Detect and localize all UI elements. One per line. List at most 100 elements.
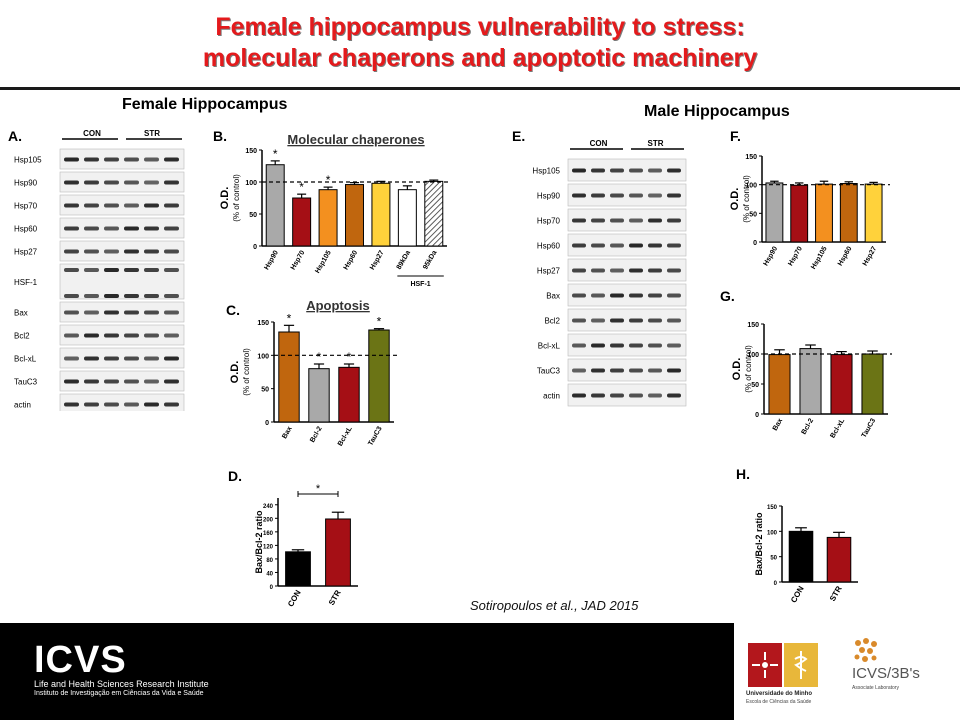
band-label-hsp105: Hsp105 [532, 167, 560, 176]
band [104, 356, 119, 361]
hsf1-group-label: HSF-1 [410, 281, 430, 288]
band [629, 218, 643, 223]
bar-tauc3 [861, 353, 884, 415]
band [84, 226, 99, 231]
band [124, 310, 139, 315]
bar-hsp27 [864, 183, 883, 243]
y-tick-label: 0 [253, 244, 257, 251]
band [667, 293, 681, 298]
y-tick-label: 40 [266, 571, 273, 577]
band-label-hsp105: Hsp105 [14, 156, 42, 165]
band [629, 243, 643, 248]
y-tick-label: 80 [266, 558, 273, 564]
band [610, 318, 624, 323]
bar-str [325, 518, 351, 587]
band [64, 402, 79, 407]
band [104, 268, 119, 272]
band [610, 193, 624, 198]
band [144, 379, 159, 384]
band-strip-bcl-xl [567, 333, 687, 357]
band [591, 393, 605, 398]
icvs-3bs-icon [854, 638, 877, 662]
band [84, 402, 99, 407]
band [591, 168, 605, 173]
band [629, 293, 643, 298]
band-strip-hsp70 [59, 194, 185, 216]
band-strip-hsp60 [59, 217, 185, 239]
y-tick-label: 150 [257, 320, 269, 327]
x-tick-label-hsp105: Hsp105 [810, 245, 829, 270]
bar-hsp70 [292, 197, 312, 247]
band-label-actin: actin [543, 392, 560, 401]
bar-hsp90 [265, 164, 285, 247]
x-tick-label-89kda: 89kDa [396, 249, 412, 270]
band [124, 294, 139, 298]
band [164, 180, 179, 185]
y-tick-label: 240 [263, 504, 274, 510]
bar-con [285, 551, 311, 587]
band [610, 168, 624, 173]
panel-label-c: C. [226, 302, 240, 318]
band [648, 393, 662, 398]
x-tick-label-tauc3: TauC3 [861, 417, 878, 439]
y-axis-label: O.D. [219, 187, 231, 210]
icvs-tagline: Life and Health Sciences Research Instit… [34, 679, 209, 689]
band-label-hsp27: Hsp27 [537, 267, 561, 276]
slide-title: Female hippocampus vulnerability to stre… [0, 12, 960, 74]
band [84, 249, 99, 254]
band [667, 268, 681, 273]
x-tick-label-bcl-2: Bcl-2 [309, 425, 324, 443]
y-axis-label: O.D. [229, 361, 241, 384]
band [629, 318, 643, 323]
band [64, 249, 79, 254]
band [667, 318, 681, 323]
significance-marker: * [326, 173, 331, 187]
band [144, 180, 159, 185]
band [164, 333, 179, 338]
band-label-hsp60: Hsp60 [14, 225, 38, 234]
band [648, 318, 662, 323]
bar-bax [768, 354, 791, 415]
band [84, 294, 99, 298]
band [667, 368, 681, 373]
x-tick-label-95kda: 95kDa [422, 249, 438, 270]
band [667, 343, 681, 348]
y-tick-label: 50 [261, 387, 269, 394]
band [64, 157, 79, 162]
band-strip-bcl-xl [59, 347, 185, 369]
band-label-bcl2: Bcl2 [14, 332, 30, 341]
footer-bar: ICVS Life and Health Sciences Research I… [0, 623, 960, 720]
bar-hsp105 [318, 189, 338, 247]
band [648, 343, 662, 348]
band [648, 218, 662, 223]
band [591, 193, 605, 198]
x-tick-label-hsp60: Hsp60 [837, 245, 854, 267]
band-strip-hsp90 [59, 171, 185, 193]
band-strip-bcl2 [567, 308, 687, 332]
band [144, 249, 159, 254]
x-tick-label-bcl-xl: Bcl-xL [829, 417, 846, 440]
band-label-bcl-xl: Bcl-xL [538, 342, 561, 351]
chart-title: Apoptosis [306, 298, 370, 313]
x-tick-label-bax: Bax [281, 425, 294, 440]
band [144, 402, 159, 407]
band [591, 318, 605, 323]
y-tick-label: 100 [767, 530, 778, 536]
icvs-3bs-logo-text: ICVS/3B's [852, 665, 920, 682]
bar-hsp60 [839, 183, 858, 243]
x-tick-label-hsp90: Hsp90 [763, 245, 780, 267]
y-tick-label: 150 [745, 154, 757, 161]
y-tick-label: 0 [755, 412, 759, 419]
band [629, 268, 643, 273]
band [124, 356, 139, 361]
band [572, 218, 586, 223]
band-strip-hsp60 [567, 233, 687, 257]
band-strip-bcl2 [59, 324, 185, 346]
bar-str [826, 536, 852, 583]
band [64, 180, 79, 185]
panel-label-a: A. [8, 128, 22, 144]
band [104, 402, 119, 407]
band [124, 333, 139, 338]
